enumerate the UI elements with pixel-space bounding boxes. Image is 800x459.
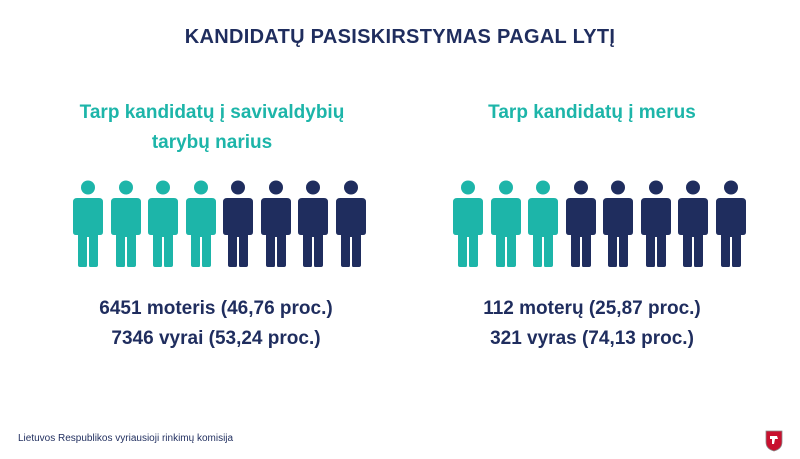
male-person-icon <box>260 180 291 267</box>
coat-of-arms-icon <box>765 430 783 452</box>
stat-men: 7346 vyrai (53,24 proc.) <box>111 328 321 349</box>
male-person-icon <box>640 180 671 267</box>
male-person-icon <box>715 180 746 267</box>
subtitle-line-1: Tarp kandidatų į savivaldybių <box>79 102 345 123</box>
stat-women: 6451 moteris (46,76 proc.) <box>99 298 333 319</box>
male-person-icon <box>678 180 708 267</box>
footer-organization: Lietuvos Respublikos vyriausioji rinkimų… <box>18 433 234 444</box>
male-person-icon <box>565 180 596 267</box>
male-person-icon <box>335 180 366 267</box>
female-person-icon <box>148 180 178 267</box>
female-person-icon <box>73 180 103 267</box>
panel-stats: 112 moterų (25,87 proc.) 321 vyras (74,1… <box>392 294 792 354</box>
male-person-icon <box>223 180 253 267</box>
female-person-icon <box>185 180 216 267</box>
female-person-icon <box>453 180 483 267</box>
page-title: KANDIDATŲ PASISKIRSTYMAS PAGAL LYTĮ <box>184 26 616 48</box>
panel-municipal-councils: Tarp kandidatų į savivaldybių tarybų nar… <box>73 102 366 349</box>
male-person-icon <box>298 180 328 267</box>
female-person-icon <box>490 180 521 267</box>
panel-mayors: Tarp kandidatų į merus 112 moterų (25,87… <box>400 0 800 459</box>
male-person-icon <box>603 180 633 267</box>
panel-stats: 6451 moteris (46,76 proc.) 7346 vyrai (5… <box>16 294 416 354</box>
female-person-icon <box>528 180 558 267</box>
panel-subtitle: Tarp kandidatų į savivaldybių tarybų nar… <box>12 98 412 158</box>
stat-men: 321 vyras (74,13 proc.) <box>490 328 694 349</box>
subtitle-line-2: tarybų narius <box>151 132 273 153</box>
stat-women: 112 moterų (25,87 proc.) <box>483 298 701 319</box>
panel-subtitle: Tarp kandidatų į merus <box>392 98 792 128</box>
subtitle-line-1: Tarp kandidatų į merus <box>488 102 696 123</box>
female-person-icon <box>110 180 141 267</box>
